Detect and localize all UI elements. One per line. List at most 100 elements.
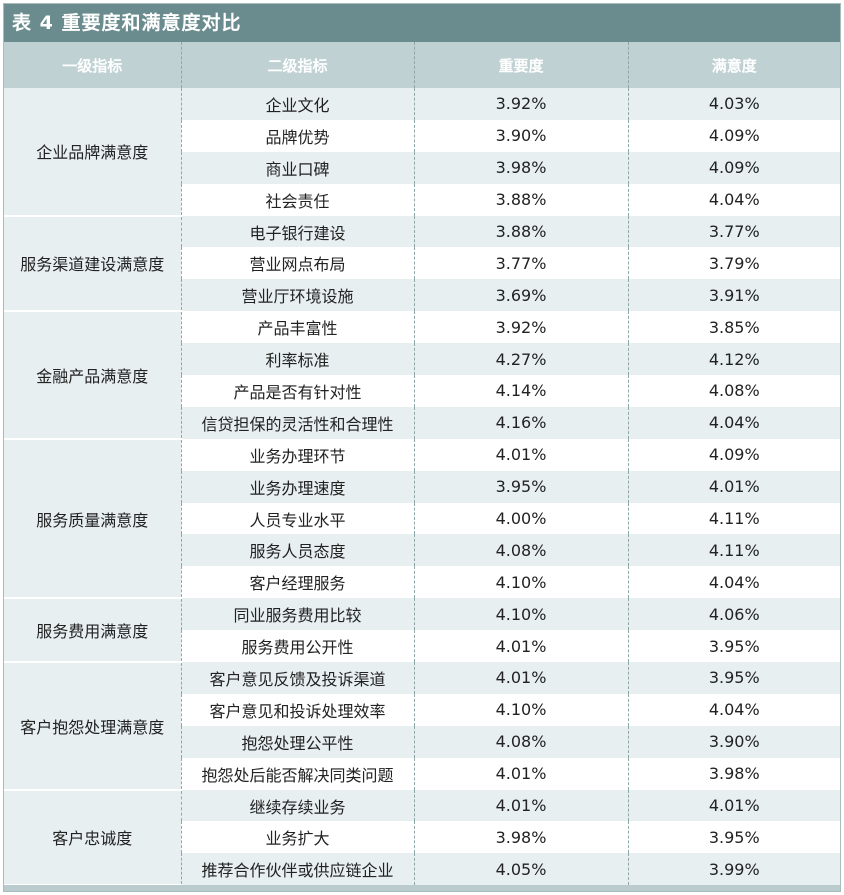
table-row: 服务渠道建设满意度 电子银行建设 3.88% 3.77%: [4, 215, 840, 313]
satisfaction-cell: 4.03%: [628, 88, 840, 120]
sub-indicator-cell: 人员专业水平: [181, 502, 415, 535]
satisfaction-cell: 4.09%: [628, 119, 840, 152]
importance-cell: 4.10%: [414, 693, 629, 726]
table-row: 营业网点布局 3.77% 3.79%: [4, 247, 840, 280]
importance-cell: 4.01%: [414, 662, 629, 694]
table-row: 客户抱怨处理满意度 客户意见反馈及投诉渠道 4.01% 3.95%: [4, 662, 840, 791]
sub-indicator-cell: 产品丰富性: [181, 311, 415, 344]
satisfaction-cell: 4.04%: [628, 406, 840, 439]
satisfaction-cell: 3.91%: [628, 279, 840, 312]
satisfaction-cell: 4.01%: [628, 789, 840, 822]
importance-cell: 3.95%: [414, 470, 629, 503]
importance-cell: 3.92%: [414, 311, 629, 344]
sub-indicator-cell: 利率标准: [181, 343, 415, 376]
header-level2: 二级指标: [181, 42, 415, 88]
importance-cell: 4.16%: [414, 406, 629, 439]
sub-indicator-cell: 继续存续业务: [181, 789, 415, 822]
table-row: 客户忠诚度 继续存续业务 4.01% 4.01%: [4, 789, 840, 887]
importance-cell: 4.01%: [414, 630, 629, 663]
table-row: 客户经理服务 4.10% 4.04%: [4, 566, 840, 599]
table-row: 信贷担保的灵活性和合理性 4.16% 4.04%: [4, 406, 840, 439]
table-row: 金融产品满意度 产品丰富性 3.92% 3.85%: [4, 311, 840, 440]
satisfaction-cell: 4.11%: [628, 502, 840, 535]
table-title: 表 4 重要度和满意度对比: [4, 4, 840, 42]
sub-indicator-cell: 服务人员态度: [181, 534, 415, 567]
importance-cell: 3.98%: [414, 821, 629, 854]
satisfaction-cell: 3.85%: [628, 311, 840, 344]
importance-cell: 3.77%: [414, 247, 629, 280]
table-row: 利率标准 4.27% 4.12%: [4, 343, 840, 376]
table-row: 抱怨处理公平性 4.08% 3.90%: [4, 725, 840, 758]
importance-cell: 4.01%: [414, 789, 629, 822]
importance-cell: 4.08%: [414, 725, 629, 758]
satisfaction-cell: 3.90%: [628, 725, 840, 758]
sub-indicator-cell: 业务办理速度: [181, 470, 415, 503]
table-row: 客户意见和投诉处理效率 4.10% 4.04%: [4, 693, 840, 726]
satisfaction-cell: 4.12%: [628, 343, 840, 376]
table-row: 服务费用满意度 同业服务费用比较 4.10% 4.06%: [4, 598, 840, 664]
importance-cell: 4.14%: [414, 375, 629, 407]
satisfaction-cell: 4.11%: [628, 534, 840, 567]
category-cell: 服务费用满意度: [4, 598, 182, 664]
importance-cell: 3.88%: [414, 215, 629, 248]
importance-cell: 4.10%: [414, 598, 629, 631]
sub-indicator-cell: 营业厅环境设施: [181, 279, 415, 312]
sub-indicator-cell: 推荐合作伙伴或供应链企业: [181, 853, 415, 886]
importance-cell: 4.00%: [414, 502, 629, 535]
importance-cell: 3.90%: [414, 119, 629, 152]
header-level1: 一级指标: [4, 42, 182, 88]
importance-cell: 3.88%: [414, 183, 629, 216]
category-cell: 服务质量满意度: [4, 438, 182, 600]
comparison-table: 一级指标 二级指标 重要度 满意度 企业品牌满意度 企业文化 3.92% 4.03% 品…: [4, 42, 840, 887]
table-row: 商业口碑 3.98% 4.09%: [4, 151, 840, 184]
satisfaction-cell: 4.04%: [628, 693, 840, 726]
table-row: 推荐合作伙伴或供应链企业 4.05% 3.99%: [4, 853, 840, 886]
satisfaction-cell: 4.09%: [628, 438, 840, 471]
satisfaction-cell: 4.04%: [628, 566, 840, 599]
satisfaction-cell: 4.09%: [628, 151, 840, 184]
category-cell: 客户忠诚度: [4, 789, 182, 887]
table-frame: 表 4 重要度和满意度对比 一级指标 二级指标 重要度 满意度 企业品牌满意度企…: [3, 3, 841, 892]
sub-indicator-cell: 商业口碑: [181, 151, 415, 184]
sub-indicator-cell: 抱怨处理公平性: [181, 725, 415, 758]
table-body: 企业品牌满意度 企业文化 3.92% 4.03% 品牌优势 3.90% 4.09% 商业口碑 3…: [4, 88, 840, 887]
sub-indicator-cell: 产品是否有针对性: [181, 375, 415, 407]
importance-cell: 3.69%: [414, 279, 629, 312]
header-satisfaction: 满意度: [628, 42, 840, 88]
satisfaction-cell: 3.77%: [628, 215, 840, 248]
header-row: 一级指标 二级指标 重要度 满意度: [4, 42, 840, 88]
sub-indicator-cell: 服务费用公开性: [181, 630, 415, 663]
header-importance: 重要度: [414, 42, 629, 88]
importance-cell: 4.05%: [414, 853, 629, 886]
satisfaction-cell: 4.04%: [628, 183, 840, 216]
table-row: 人员专业水平 4.00% 4.11%: [4, 502, 840, 535]
sub-indicator-cell: 业务办理环节: [181, 438, 415, 471]
sub-indicator-cell: 社会责任: [181, 183, 415, 216]
sub-indicator-cell: 客户经理服务: [181, 566, 415, 599]
table-row: 业务办理速度 3.95% 4.01%: [4, 470, 840, 503]
satisfaction-cell: 3.95%: [628, 662, 840, 694]
table-row: 服务人员态度 4.08% 4.11%: [4, 534, 840, 567]
category-cell: 服务渠道建设满意度: [4, 215, 182, 313]
satisfaction-cell: 3.95%: [628, 821, 840, 854]
sub-indicator-cell: 业务扩大: [181, 821, 415, 854]
sub-indicator-cell: 企业文化: [181, 88, 415, 120]
sub-indicator-cell: 电子银行建设: [181, 215, 415, 248]
category-cell: 客户抱怨处理满意度: [4, 662, 182, 791]
sub-indicator-cell: 客户意见和投诉处理效率: [181, 693, 415, 726]
satisfaction-cell: 4.06%: [628, 598, 840, 631]
importance-cell: 4.08%: [414, 534, 629, 567]
table-row: 社会责任 3.88% 4.04%: [4, 183, 840, 216]
importance-cell: 4.01%: [414, 757, 629, 790]
satisfaction-cell: 3.79%: [628, 247, 840, 280]
bottom-bar: [4, 885, 840, 891]
table-row: 抱怨处后能否解决同类问题 4.01% 3.98%: [4, 757, 840, 790]
satisfaction-cell: 4.01%: [628, 470, 840, 503]
importance-cell: 4.01%: [414, 438, 629, 471]
satisfaction-cell: 3.99%: [628, 853, 840, 886]
category-cell: 金融产品满意度: [4, 311, 182, 440]
table-row: 业务扩大 3.98% 3.95%: [4, 821, 840, 854]
sub-indicator-cell: 客户意见反馈及投诉渠道: [181, 662, 415, 694]
sub-indicator-cell: 抱怨处后能否解决同类问题: [181, 757, 415, 790]
table-row: 服务质量满意度 业务办理环节 4.01% 4.09%: [4, 438, 840, 600]
